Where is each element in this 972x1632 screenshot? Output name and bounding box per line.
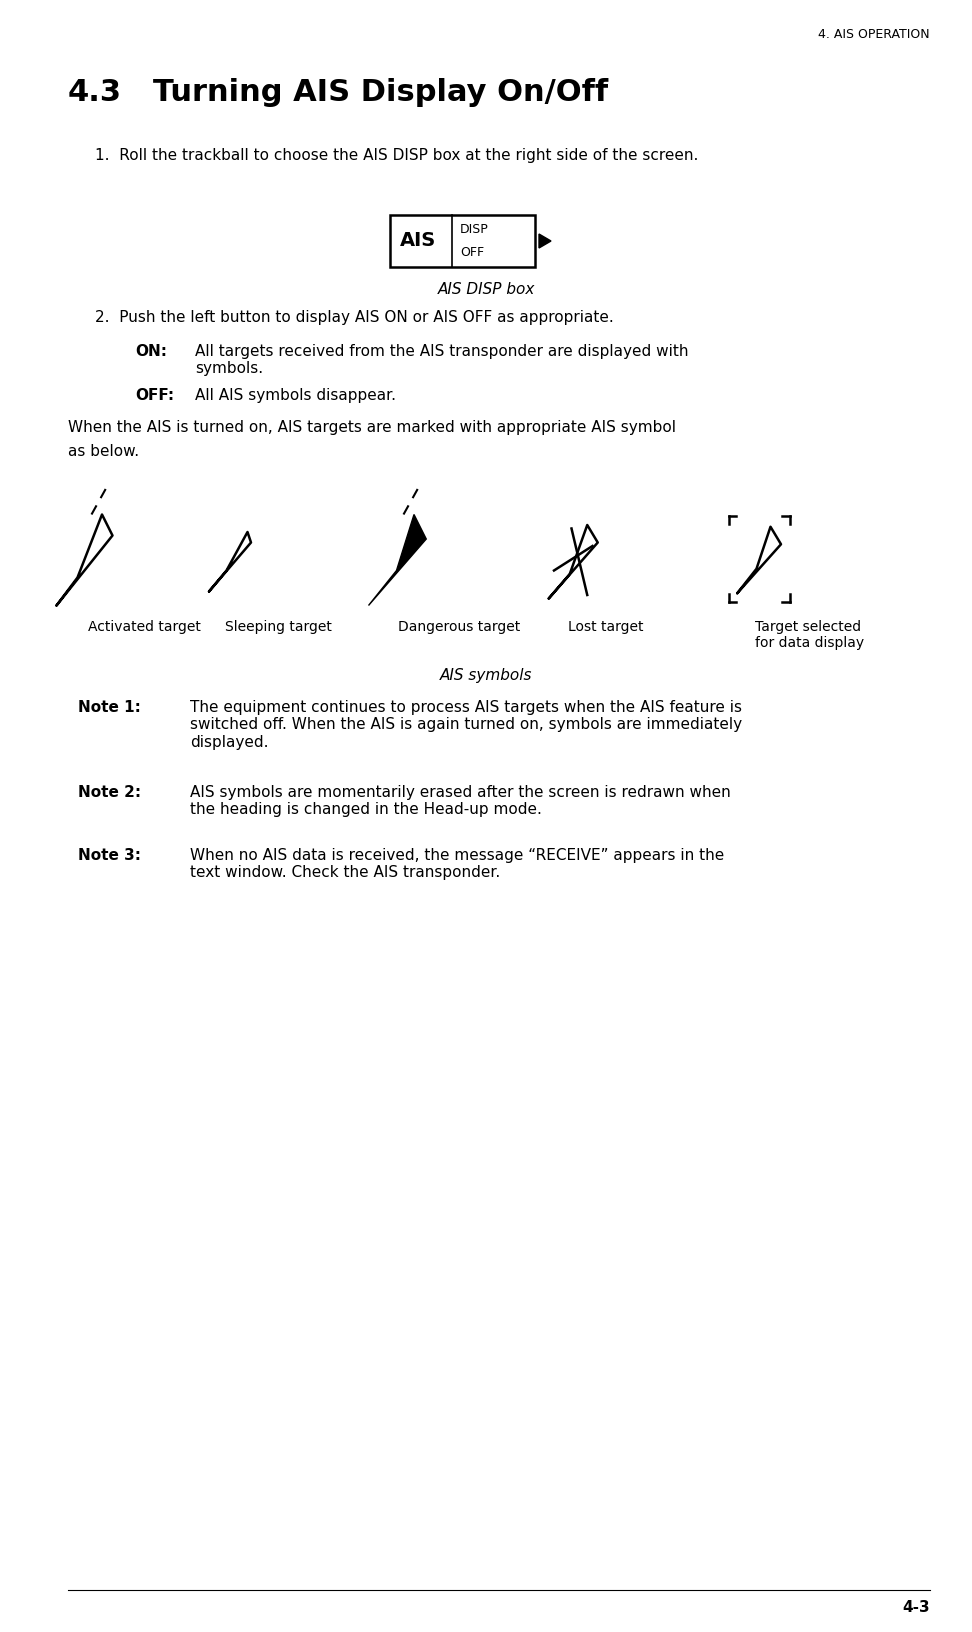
Text: All AIS symbols disappear.: All AIS symbols disappear.	[195, 388, 396, 403]
Text: When no AIS data is received, the message “RECEIVE” appears in the
text window. : When no AIS data is received, the messag…	[190, 849, 724, 880]
Text: Sleeping target: Sleeping target	[225, 620, 331, 633]
Text: 4.3: 4.3	[68, 78, 122, 108]
Text: Note 2:: Note 2:	[78, 785, 141, 800]
Text: 2.  Push the left button to display AIS ON or AIS OFF as appropriate.: 2. Push the left button to display AIS O…	[95, 310, 613, 325]
Text: DISP: DISP	[460, 224, 489, 237]
Text: Note 1:: Note 1:	[78, 700, 141, 715]
Text: Activated target: Activated target	[88, 620, 201, 633]
Text: as below.: as below.	[68, 444, 139, 459]
Text: All targets received from the AIS transponder are displayed with
symbols.: All targets received from the AIS transp…	[195, 344, 688, 377]
Text: Turning AIS Display On/Off: Turning AIS Display On/Off	[153, 78, 608, 108]
Text: Dangerous target: Dangerous target	[398, 620, 520, 633]
Text: Lost target: Lost target	[568, 620, 643, 633]
Polygon shape	[539, 233, 551, 248]
Text: Note 3:: Note 3:	[78, 849, 141, 863]
Text: The equipment continues to process AIS targets when the AIS feature is
switched : The equipment continues to process AIS t…	[190, 700, 743, 749]
Bar	[390, 215, 535, 268]
Text: OFF: OFF	[460, 246, 484, 259]
Text: 4-3: 4-3	[902, 1599, 930, 1616]
Text: Target selected
for data display: Target selected for data display	[755, 620, 864, 650]
Text: When the AIS is turned on, AIS targets are marked with appropriate AIS symbol: When the AIS is turned on, AIS targets a…	[68, 419, 676, 436]
Text: 1.  Roll the trackball to choose the AIS DISP box at the right side of the scree: 1. Roll the trackball to choose the AIS …	[95, 149, 698, 163]
Text: AIS DISP box: AIS DISP box	[437, 282, 535, 297]
Text: AIS symbols: AIS symbols	[439, 667, 533, 684]
Text: AIS: AIS	[400, 232, 436, 250]
Text: 4. AIS OPERATION: 4. AIS OPERATION	[818, 28, 930, 41]
Polygon shape	[368, 514, 427, 605]
Text: ON:: ON:	[135, 344, 167, 359]
Text: AIS symbols are momentarily erased after the screen is redrawn when
the heading : AIS symbols are momentarily erased after…	[190, 785, 731, 818]
Text: OFF:: OFF:	[135, 388, 174, 403]
